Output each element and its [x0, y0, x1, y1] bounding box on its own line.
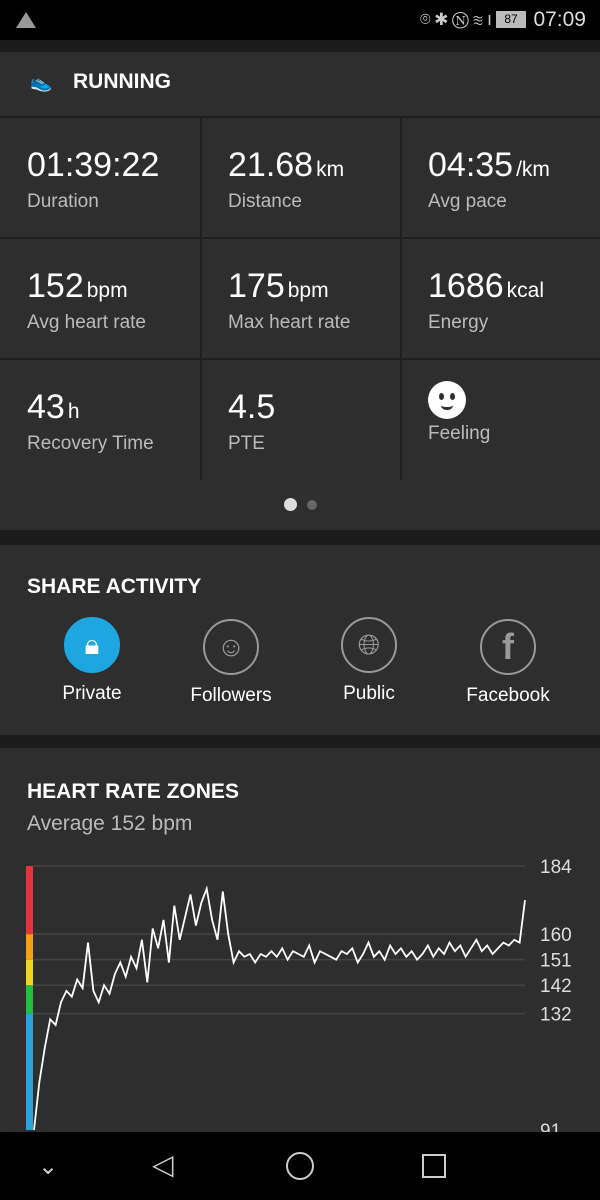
stat-value: 21.68 km	[228, 146, 345, 184]
home-icon[interactable]	[286, 1152, 314, 1180]
heart-rate-zones-card: HEART RATE ZONES Average 152 bpm 184 160 1…	[0, 748, 600, 1132]
grid-divider	[0, 358, 600, 360]
y-tick-label: 91	[540, 1121, 561, 1132]
zone-bar	[26, 866, 33, 935]
stat-label: Distance	[228, 191, 302, 212]
hr-zones-title: HEART RATE ZONES	[27, 780, 239, 803]
stat-max-heart-rate: 175 bpm Max heart rate	[201, 238, 400, 358]
page-dot-active[interactable]	[283, 498, 297, 511]
stat-duration: 01:39:22 Duration	[0, 117, 199, 237]
stat-unit: kcal	[506, 279, 544, 302]
stat-distance: 21.68 km Distance	[201, 117, 400, 237]
hr-zones-subtitle: Average 152 bpm	[27, 812, 193, 835]
stat-label: Avg pace	[428, 191, 507, 212]
stat-avg-heart-rate: 152 bpm Avg heart rate	[0, 238, 199, 358]
grid-divider	[0, 237, 600, 239]
zone-bar	[26, 959, 33, 986]
followers-icon: ☺︎	[203, 619, 259, 675]
share-activity-card: SHARE ACTIVITY 🔒︎ Private ☺︎ Followers 🌐︎ P…	[0, 545, 600, 735]
chevron-down-icon[interactable]: ⌄	[38, 1153, 59, 1180]
lock-icon: 🔒︎	[64, 617, 120, 673]
grid-divider	[400, 117, 402, 480]
status-icons: ⌾✱Ⓝ≋ıl	[419, 9, 504, 29]
stat-value: 152 bpm	[27, 267, 128, 305]
y-tick-label: 184	[540, 857, 572, 878]
share-public-button[interactable]: 🌐︎ Public	[299, 617, 439, 705]
stat-recovery-time: 43 h Recovery Time	[0, 359, 199, 479]
y-tick-label: 132	[540, 1005, 572, 1026]
stat-label: Energy	[428, 312, 489, 333]
stat-label: Duration	[27, 191, 99, 212]
share-facebook-button[interactable]: f Facebook	[438, 619, 578, 707]
activity-summary-card: 👟 RUNNING 01:39:22 Duration 21.68 km Distanc…	[0, 52, 600, 530]
share-label: Public	[343, 683, 395, 704]
running-shoe-icon: 👟	[30, 71, 53, 92]
stat-label: Recovery Time	[27, 433, 154, 454]
stat-label: Avg heart rate	[27, 312, 147, 333]
notification-icon	[16, 12, 36, 28]
back-icon[interactable]: ◁	[152, 1149, 174, 1180]
globe-icon: 🌐︎	[341, 617, 397, 673]
stat-value: 04:35/km	[428, 146, 550, 184]
stat-value: 4.5	[228, 388, 276, 426]
stat-label: PTE	[228, 433, 265, 454]
zone-bar	[26, 1013, 33, 1130]
stat-value: 1686 kcal	[428, 267, 544, 305]
y-tick-label: 160	[540, 925, 572, 946]
stat-label: Max heart rate	[228, 312, 351, 333]
stat-unit: h	[67, 400, 80, 423]
page-indicator	[0, 498, 600, 511]
stat-unit: bpm	[86, 279, 128, 302]
share-followers-button[interactable]: ☺︎ Followers	[161, 619, 301, 707]
stat-unit: bpm	[287, 279, 329, 302]
y-tick-label: 142	[540, 976, 572, 997]
recents-icon[interactable]	[422, 1154, 446, 1178]
grid-divider	[200, 117, 202, 480]
share-label: Followers	[190, 685, 272, 706]
zone-bar	[26, 934, 33, 960]
heart-rate-line	[33, 885, 526, 1131]
clock: 07:09	[533, 8, 586, 31]
battery-icon: 87	[496, 11, 526, 28]
stat-unit: km	[316, 158, 345, 181]
share-title: SHARE ACTIVITY	[27, 575, 202, 598]
navigation-bar: ⌄ ◁	[0, 1132, 600, 1200]
stat-value: 43 h	[27, 388, 80, 426]
share-label: Facebook	[466, 685, 550, 706]
zone-bar	[26, 985, 33, 1014]
grid-divider	[0, 116, 600, 118]
status-bar: ⌾✱Ⓝ≋ıl 87 07:09	[0, 0, 600, 40]
stat-avg-pace: 04:35/km Avg pace	[401, 117, 600, 237]
y-tick-label: 151	[540, 951, 572, 972]
stat-value: 175 bpm	[228, 267, 329, 305]
stat-unit: /km	[516, 158, 550, 181]
activity-title: RUNNING	[73, 70, 171, 93]
share-label: Private	[62, 683, 122, 704]
stat-feeling: Feeling	[401, 359, 600, 479]
facebook-icon: f	[480, 619, 536, 675]
stat-value: 01:39:22	[27, 146, 160, 184]
stat-pte: 4.5 PTE	[201, 359, 400, 479]
stat-label: Feeling	[428, 423, 491, 444]
heart-rate-chart: 184 160 151 142 132 91	[26, 857, 572, 1132]
share-private-button[interactable]: 🔒︎ Private	[22, 617, 162, 705]
page-dot[interactable]	[306, 500, 317, 510]
stat-energy: 1686 kcal Energy	[401, 238, 600, 358]
smiley-face-icon[interactable]	[428, 381, 466, 419]
